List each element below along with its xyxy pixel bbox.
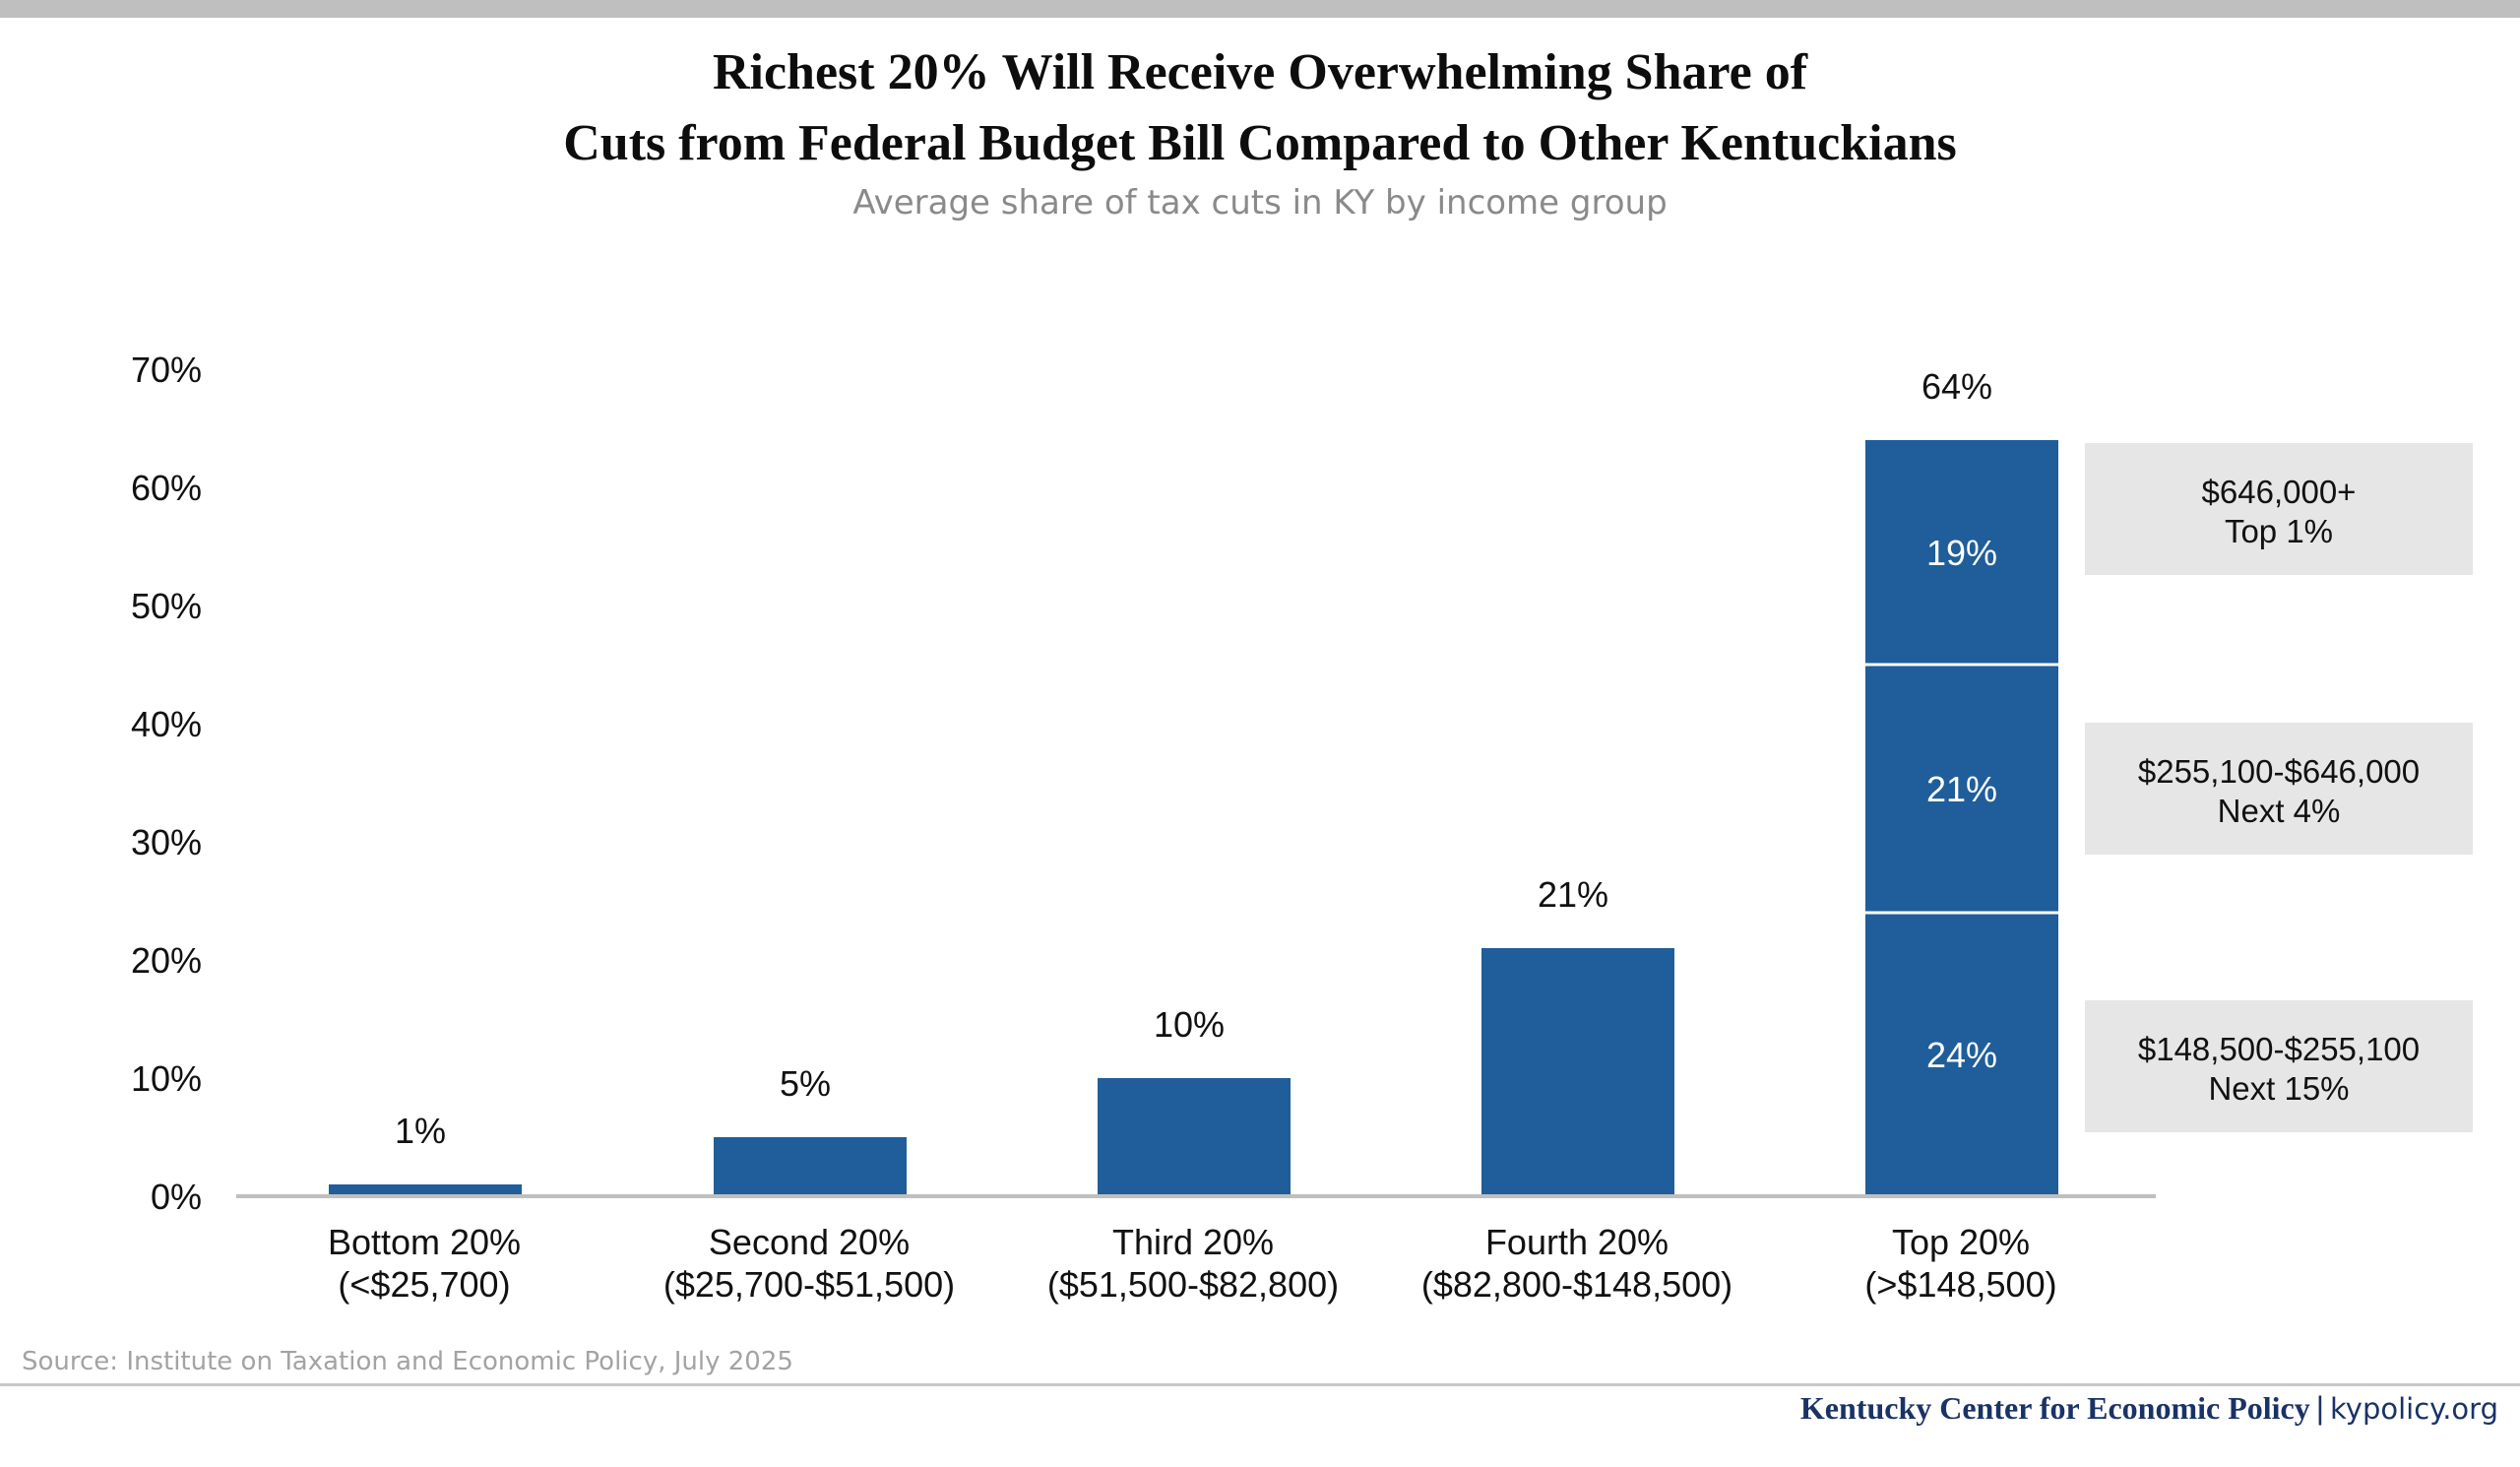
bar-chart: 0% 10% 20% 30% 40% 50% 60% 70% 1% 5% 10% 21% 64% 24% 2…	[131, 350, 2473, 1305]
x-tick-label: Second 20%	[709, 1222, 910, 1262]
x-tick-range-label: (<$25,700)	[338, 1264, 510, 1305]
breakdown-group-label: Next 4%	[2218, 793, 2341, 829]
bar-top-20-segment-next-4-	[1865, 665, 2058, 913]
y-tick-label: 40%	[131, 704, 202, 744]
segment-value-label: 24%	[1926, 1035, 1997, 1075]
source-note: Source: Institute on Taxation and Econom…	[22, 1347, 793, 1376]
breakdown-legend-box	[2085, 1000, 2473, 1132]
brand-separator: |	[2315, 1390, 2325, 1426]
bar-value-label: 64%	[1922, 366, 1992, 407]
bar-second-20-	[714, 1137, 907, 1196]
y-tick-label: 50%	[131, 586, 202, 626]
breakdown-legend-box	[2085, 443, 2473, 575]
bar-value-label: 10%	[1154, 1004, 1225, 1045]
top-rule	[0, 0, 2520, 18]
chart-subtitle: Average share of tax cuts in KY by incom…	[852, 183, 1668, 223]
x-tick-label: Top 20%	[1892, 1222, 2030, 1262]
bar-value-label: 5%	[780, 1063, 831, 1104]
bar-top-20-segment-next-15-	[1865, 913, 2058, 1196]
bar-value-label: 21%	[1538, 874, 1608, 915]
y-tick-label: 10%	[131, 1058, 202, 1099]
breakdown-group-label: Top 1%	[2225, 513, 2333, 549]
x-tick-label: Third 20%	[1112, 1222, 1274, 1262]
segment-value-label: 21%	[1926, 769, 1997, 809]
x-tick-label: Fourth 20%	[1485, 1222, 1669, 1262]
y-tick-label: 0%	[151, 1177, 202, 1217]
x-tick-label: Bottom 20%	[328, 1222, 521, 1262]
x-tick-range-label: ($25,700-$51,500)	[663, 1264, 955, 1305]
breakdown-income-label: $255,100-$646,000	[2138, 753, 2420, 790]
bar-value-label: 1%	[395, 1111, 446, 1151]
bar-bottom-20-	[329, 1184, 522, 1196]
y-tick-label: 60%	[131, 468, 202, 508]
x-tick-range-label: ($82,800-$148,500)	[1421, 1264, 1732, 1305]
brand-org: Kentucky Center for Economic Policy	[1799, 1390, 2310, 1426]
segment-value-label: 19%	[1926, 533, 1997, 573]
breakdown-income-label: $148,500-$255,100	[2138, 1031, 2420, 1067]
y-tick-label: 30%	[131, 822, 202, 862]
chart-title-line-2: Cuts from Federal Budget Bill Compared t…	[563, 115, 1957, 171]
breakdown-income-label: $646,000+	[2202, 474, 2357, 510]
breakdown-group-label: Next 15%	[2208, 1070, 2349, 1107]
brand-site: kypolicy.org	[2330, 1392, 2498, 1426]
breakdown-legend-box	[2085, 723, 2473, 855]
bar-third-20-	[1098, 1078, 1291, 1196]
x-tick-range-label: (>$148,500)	[1864, 1264, 2056, 1305]
bar-fourth-20-	[1481, 948, 1674, 1196]
y-tick-label: 20%	[131, 940, 202, 981]
brand-footer: Kentucky Center for Economic Policy | kypo…	[1800, 1390, 2498, 1427]
chart-title-line-1: Richest 20% Will Receive Overwhelming Sh…	[712, 44, 1808, 100]
y-tick-label: 70%	[131, 350, 202, 390]
x-tick-range-label: ($51,500-$82,800)	[1047, 1264, 1339, 1305]
chart-title: Richest 20% Will Receive Overwhelming Sh…	[0, 37, 2520, 179]
bar-top-20-segment-top-1-	[1865, 440, 2058, 665]
bottom-rule	[0, 1383, 2520, 1386]
